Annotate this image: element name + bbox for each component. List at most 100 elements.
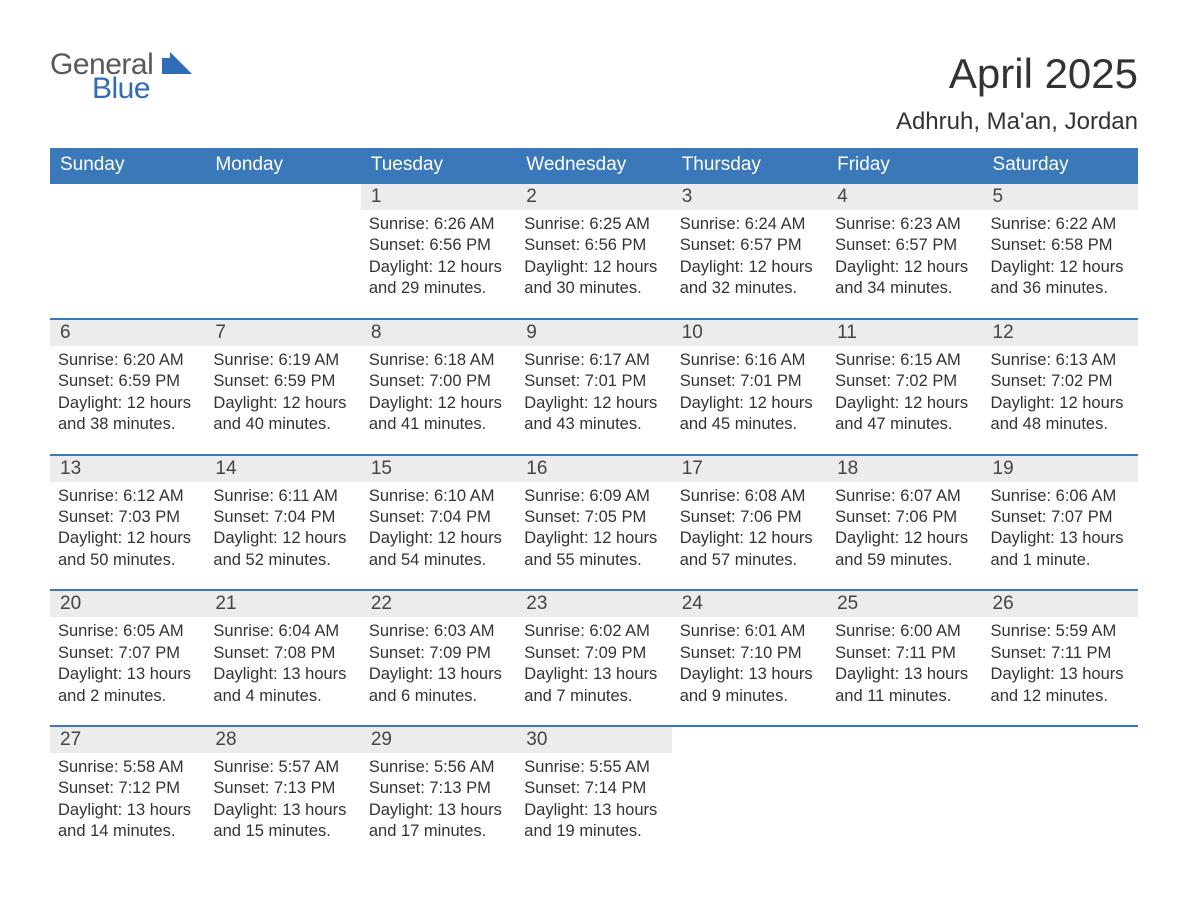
daylight-line-2: and 45 minutes. bbox=[680, 414, 819, 435]
day-number-row: 20212223242526 bbox=[50, 590, 1138, 617]
sunrise-line: Sunrise: 5:57 AM bbox=[213, 757, 352, 778]
day-body-row: Sunrise: 6:26 AM Sunset: 6:56 PM Daylight:… bbox=[50, 210, 1138, 319]
sunrise-line: Sunrise: 6:17 AM bbox=[524, 350, 663, 371]
daylight-line-1: Daylight: 13 hours bbox=[524, 800, 663, 821]
weekday-header: Tuesday bbox=[361, 148, 516, 183]
logo: General Blue bbox=[50, 50, 192, 104]
daylight-line-1: Daylight: 13 hours bbox=[369, 800, 508, 821]
day-number: 6 bbox=[50, 319, 205, 346]
day-cell: Sunrise: 6:01 AMSunset: 7:10 PMDaylight:… bbox=[672, 617, 827, 726]
daylight-line-1: Daylight: 12 hours bbox=[524, 393, 663, 414]
logo-word-2: Blue bbox=[92, 74, 192, 104]
day-number: 27 bbox=[50, 726, 205, 753]
daylight-line-2: and 32 minutes. bbox=[680, 278, 819, 299]
daylight-line-1: Daylight: 12 hours bbox=[680, 528, 819, 549]
daylight-line-1: Daylight: 13 hours bbox=[58, 800, 197, 821]
month-title: April 2025 bbox=[896, 50, 1138, 98]
daylight-line-2: and 9 minutes. bbox=[680, 686, 819, 707]
empty-day-number bbox=[50, 183, 205, 210]
day-number: 25 bbox=[827, 590, 982, 617]
sunset-line: Sunset: 7:04 PM bbox=[213, 507, 352, 528]
daylight-line-1: Daylight: 12 hours bbox=[991, 393, 1130, 414]
sunset-line: Sunset: 7:02 PM bbox=[991, 371, 1130, 392]
empty-day-number bbox=[205, 183, 360, 210]
sunset-line: Sunset: 7:01 PM bbox=[680, 371, 819, 392]
sunset-line: Sunset: 7:06 PM bbox=[835, 507, 974, 528]
sunset-line: Sunset: 7:11 PM bbox=[835, 643, 974, 664]
day-cell: Sunrise: 6:07 AMSunset: 7:06 PMDaylight:… bbox=[827, 482, 982, 591]
sunset-line: Sunset: 6:56 PM bbox=[524, 235, 663, 256]
day-cell: Sunrise: 6:13 AMSunset: 7:02 PMDaylight:… bbox=[983, 346, 1138, 455]
day-cell: Sunrise: 6:20 AMSunset: 6:59 PMDaylight:… bbox=[50, 346, 205, 455]
daylight-line-1: Daylight: 13 hours bbox=[991, 528, 1130, 549]
daylight-line-1: Daylight: 12 hours bbox=[213, 393, 352, 414]
daylight-line-2: and 2 minutes. bbox=[58, 686, 197, 707]
daylight-line-2: and 50 minutes. bbox=[58, 550, 197, 571]
day-number: 19 bbox=[983, 455, 1138, 482]
daylight-line-2: and 15 minutes. bbox=[213, 821, 352, 842]
sunrise-line: Sunrise: 5:58 AM bbox=[58, 757, 197, 778]
daylight-line-2: and 41 minutes. bbox=[369, 414, 508, 435]
sunrise-line: Sunrise: 6:13 AM bbox=[991, 350, 1130, 371]
sunset-line: Sunset: 7:13 PM bbox=[369, 778, 508, 799]
day-number-row: 12345 bbox=[50, 183, 1138, 210]
weekday-header: Wednesday bbox=[516, 148, 671, 183]
sunrise-line: Sunrise: 6:22 AM bbox=[991, 214, 1130, 235]
sunset-line: Sunset: 7:05 PM bbox=[524, 507, 663, 528]
sunrise-line: Sunrise: 5:59 AM bbox=[991, 621, 1130, 642]
day-cell: Sunrise: 5:58 AMSunset: 7:12 PMDaylight:… bbox=[50, 753, 205, 861]
daylight-line-2: and 38 minutes. bbox=[58, 414, 197, 435]
daylight-line-2: and 54 minutes. bbox=[369, 550, 508, 571]
daylight-line-2: and 36 minutes. bbox=[991, 278, 1130, 299]
sunrise-line: Sunrise: 6:08 AM bbox=[680, 486, 819, 507]
daylight-line-1: Daylight: 12 hours bbox=[680, 257, 819, 278]
sunrise-line: Sunrise: 6:02 AM bbox=[524, 621, 663, 642]
daylight-line-2: and 59 minutes. bbox=[835, 550, 974, 571]
daylight-line-1: Daylight: 12 hours bbox=[524, 528, 663, 549]
day-cell: Sunrise: 6:02 AMSunset: 7:09 PMDaylight:… bbox=[516, 617, 671, 726]
day-cell: Sunrise: 6:08 AMSunset: 7:06 PMDaylight:… bbox=[672, 482, 827, 591]
sunset-line: Sunset: 7:10 PM bbox=[680, 643, 819, 664]
sunrise-line: Sunrise: 6:26 AM bbox=[369, 214, 508, 235]
sunrise-line: Sunrise: 6:12 AM bbox=[58, 486, 197, 507]
sunrise-line: Sunrise: 6:18 AM bbox=[369, 350, 508, 371]
empty-day-cell bbox=[205, 210, 360, 319]
sunset-line: Sunset: 7:07 PM bbox=[58, 643, 197, 664]
sunrise-line: Sunrise: 5:56 AM bbox=[369, 757, 508, 778]
daylight-line-2: and 47 minutes. bbox=[835, 414, 974, 435]
sunrise-line: Sunrise: 6:24 AM bbox=[680, 214, 819, 235]
sunset-line: Sunset: 6:59 PM bbox=[213, 371, 352, 392]
header: General Blue April 2025 Adhruh, Ma'an, J… bbox=[50, 50, 1138, 136]
day-cell: Sunrise: 6:19 AMSunset: 6:59 PMDaylight:… bbox=[205, 346, 360, 455]
empty-day-cell bbox=[672, 753, 827, 861]
sunset-line: Sunset: 7:07 PM bbox=[991, 507, 1130, 528]
location: Adhruh, Ma'an, Jordan bbox=[896, 108, 1138, 136]
sunset-line: Sunset: 7:03 PM bbox=[58, 507, 197, 528]
sunset-line: Sunset: 7:06 PM bbox=[680, 507, 819, 528]
daylight-line-2: and 48 minutes. bbox=[991, 414, 1130, 435]
day-cell: Sunrise: 6:06 AMSunset: 7:07 PMDaylight:… bbox=[983, 482, 1138, 591]
empty-day-number bbox=[827, 726, 982, 753]
daylight-line-2: and 52 minutes. bbox=[213, 550, 352, 571]
sunset-line: Sunset: 7:11 PM bbox=[991, 643, 1130, 664]
sunset-line: Sunset: 7:00 PM bbox=[369, 371, 508, 392]
weekday-header: Sunday bbox=[50, 148, 205, 183]
day-number: 11 bbox=[827, 319, 982, 346]
sunset-line: Sunset: 6:57 PM bbox=[835, 235, 974, 256]
day-body-row: Sunrise: 6:05 AMSunset: 7:07 PMDaylight:… bbox=[50, 617, 1138, 726]
sunrise-line: Sunrise: 6:11 AM bbox=[213, 486, 352, 507]
calendar-table: SundayMondayTuesdayWednesdayThursdayFrid… bbox=[50, 148, 1138, 861]
day-cell: Sunrise: 6:23 AMSunset: 6:57 PMDaylight:… bbox=[827, 210, 982, 319]
daylight-line-1: Daylight: 13 hours bbox=[58, 664, 197, 685]
day-cell: Sunrise: 6:16 AMSunset: 7:01 PMDaylight:… bbox=[672, 346, 827, 455]
day-number: 5 bbox=[983, 183, 1138, 210]
calendar-head: SundayMondayTuesdayWednesdayThursdayFrid… bbox=[50, 148, 1138, 183]
daylight-line-1: Daylight: 12 hours bbox=[835, 393, 974, 414]
empty-day-cell bbox=[827, 753, 982, 861]
day-cell: Sunrise: 5:56 AMSunset: 7:13 PMDaylight:… bbox=[361, 753, 516, 861]
daylight-line-2: and 55 minutes. bbox=[524, 550, 663, 571]
day-number: 2 bbox=[516, 183, 671, 210]
sunrise-line: Sunrise: 6:03 AM bbox=[369, 621, 508, 642]
daylight-line-1: Daylight: 13 hours bbox=[213, 664, 352, 685]
daylight-line-1: Daylight: 13 hours bbox=[680, 664, 819, 685]
